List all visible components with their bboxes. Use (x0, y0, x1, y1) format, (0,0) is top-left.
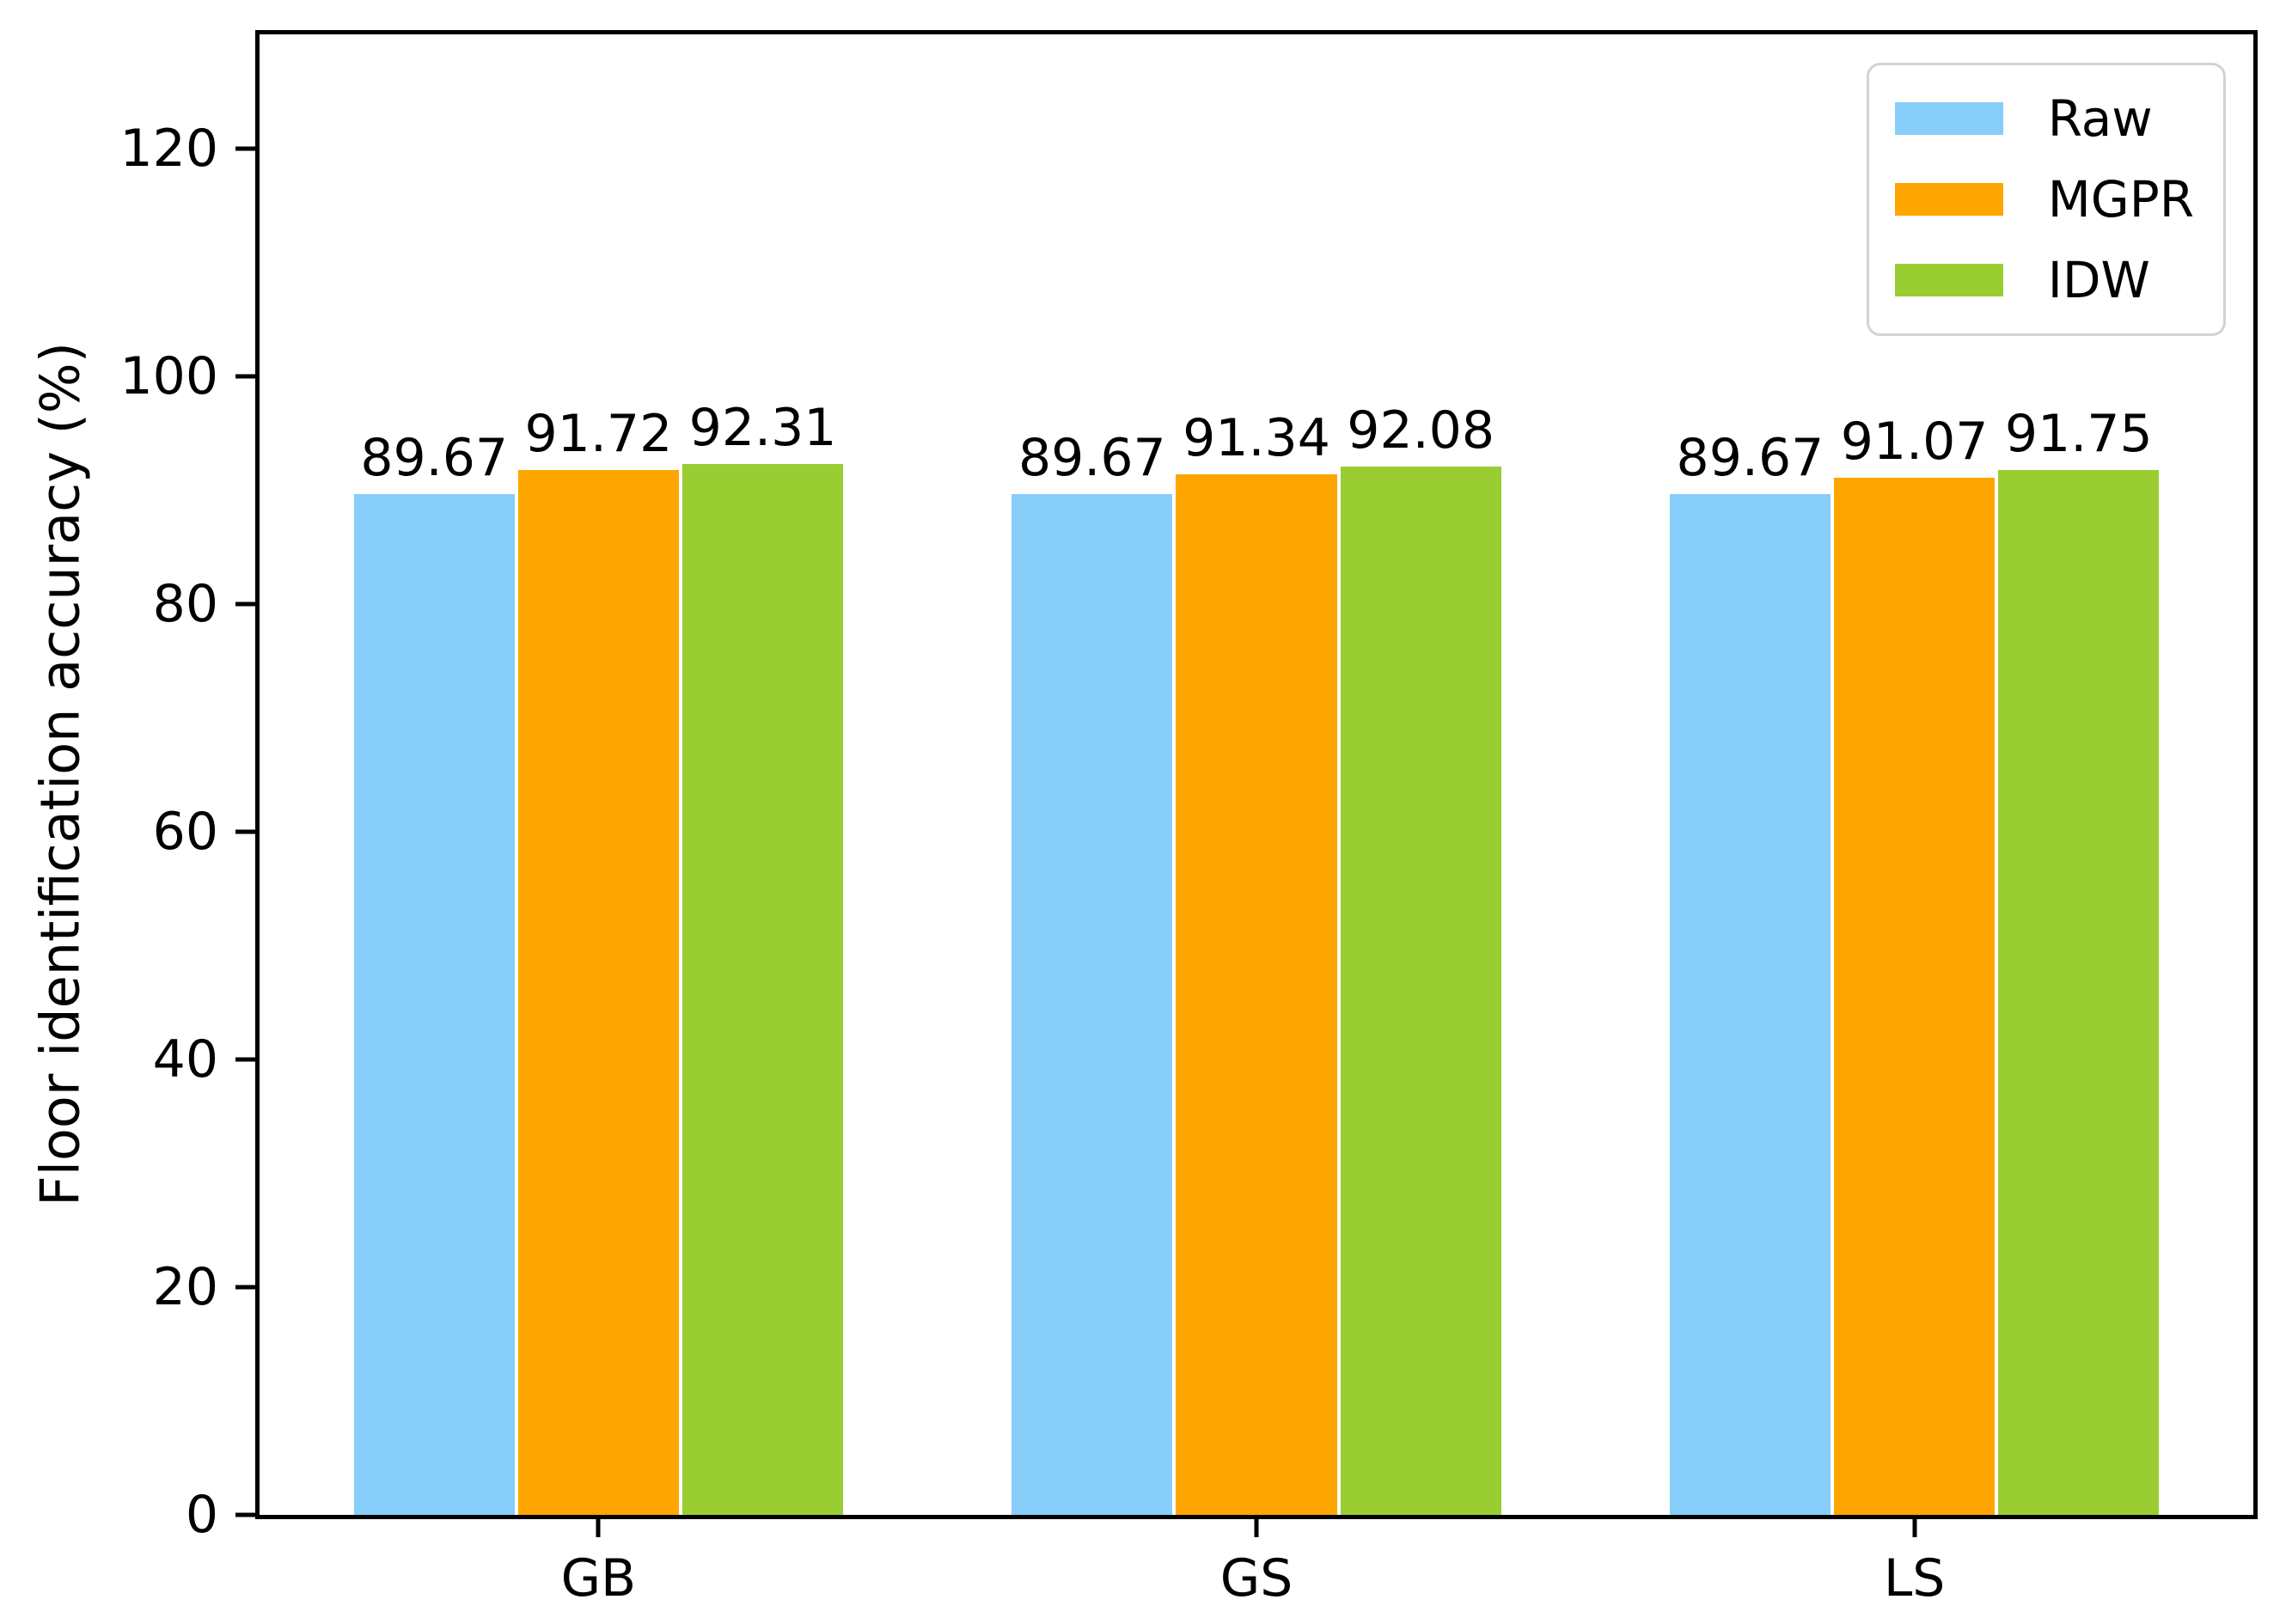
legend-label-mgpr: MGPR (2047, 170, 2194, 229)
x-tick-label-gs: GS (1219, 1548, 1293, 1609)
y-tick-80 (235, 601, 260, 607)
bar-value-label-raw-ls: 89.67 (1676, 427, 1825, 488)
bar-mgpr-ls (1833, 477, 1996, 1515)
bar-value-label-idw-ls: 91.75 (2004, 403, 2153, 464)
x-tick-label-ls: LS (1883, 1548, 1946, 1609)
x-tick-label-gb: GB (560, 1548, 637, 1609)
y-tick-label-20: 20 (152, 1256, 218, 1317)
legend-entry-mgpr: MGPR (1894, 168, 2194, 230)
y-tick-60 (235, 829, 260, 834)
bar-idw-gb (682, 463, 844, 1515)
legend: Raw MGPR IDW (1866, 63, 2226, 336)
bar-value-label-raw-gb: 89.67 (360, 427, 509, 488)
y-tick-label-100: 100 (119, 345, 218, 406)
legend-swatch-mgpr (1894, 183, 2003, 216)
legend-entry-raw: Raw (1894, 88, 2194, 150)
bar-mgpr-gb (517, 470, 679, 1515)
bar-raw-gb (353, 493, 515, 1515)
bar-mgpr-gs (1176, 474, 1337, 1515)
x-tick-gb (596, 1515, 601, 1537)
bar-value-label-idw-gb: 92.31 (688, 397, 837, 458)
y-tick-0 (235, 1512, 260, 1517)
x-tick-gs (1254, 1515, 1259, 1537)
bar-value-label-raw-gs: 89.67 (1018, 427, 1166, 488)
legend-label-idw: IDW (2047, 251, 2150, 309)
y-tick-20 (235, 1285, 260, 1290)
y-tick-label-60: 60 (152, 801, 218, 862)
bar-value-label-idw-gs: 92.08 (1347, 400, 1495, 461)
y-tick-label-120: 120 (119, 118, 218, 179)
plot-area: 89.67 91.72 92.31 89.67 91.34 92.08 89.67 91.07… (119, 30, 2258, 1604)
y-tick-40 (235, 1057, 260, 1062)
y-tick-label-80: 80 (152, 573, 218, 634)
bar-value-label-mgpr-gs: 91.34 (1183, 408, 1330, 469)
bar-value-label-mgpr-ls: 91.07 (1840, 411, 1989, 472)
bar-idw-ls (1998, 469, 2160, 1515)
legend-label-raw: Raw (2047, 89, 2153, 148)
legend-swatch-idw (1894, 264, 2003, 296)
bar-raw-gs (1012, 493, 1173, 1515)
legend-swatch-raw (1894, 102, 2003, 135)
bar-value-label-mgpr-gb: 91.72 (524, 404, 673, 465)
bar-raw-ls (1669, 493, 1831, 1515)
y-tick-120 (235, 146, 260, 151)
legend-entry-idw: IDW (1894, 249, 2194, 311)
bar-idw-gs (1340, 466, 1501, 1515)
x-tick-ls (1912, 1515, 1917, 1537)
y-axis-title: Floor identification accuracy (%) (28, 342, 92, 1206)
y-tick-100 (235, 374, 260, 379)
y-tick-label-0: 0 (185, 1485, 218, 1545)
y-tick-label-40: 40 (152, 1029, 218, 1090)
